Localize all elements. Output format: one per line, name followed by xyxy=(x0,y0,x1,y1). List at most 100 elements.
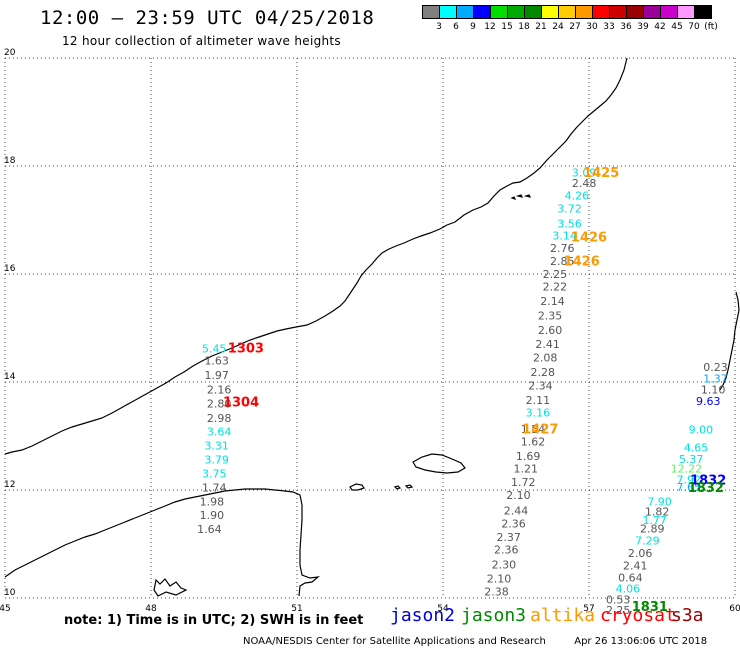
east-coast-fragment xyxy=(719,291,740,391)
satellite-legend-jason3: jason3 xyxy=(461,605,527,626)
wave-height-value: 1.54 xyxy=(521,423,546,436)
latitude-tick-label: 12 xyxy=(4,480,15,490)
wave-height-value: 2.36 xyxy=(501,517,526,530)
wave-height-value: 2.06 xyxy=(628,547,653,560)
wave-height-value: 2.76 xyxy=(550,242,575,255)
colorbar-label: 45 xyxy=(671,22,683,32)
colorbar-label: 42 xyxy=(654,22,666,32)
wave-height-value: 5.45 xyxy=(202,342,227,355)
somalia-coastline xyxy=(4,488,320,597)
wave-height-value: 7.90 xyxy=(647,496,672,509)
wave-height-value: 2.34 xyxy=(528,380,553,393)
latitude-tick-label: 16 xyxy=(4,264,16,274)
wave-height-value: 2.08 xyxy=(533,351,558,364)
longitude-tick-label: 57 xyxy=(583,604,594,614)
wave-height-value: 2.80 xyxy=(207,397,232,410)
wave-height-value: 2.10 xyxy=(506,489,531,502)
grid-lines xyxy=(4,57,736,599)
wave-height-value: 1.62 xyxy=(521,436,546,449)
wave-height-value: 3.64 xyxy=(207,425,232,438)
colorbar-label: 70 xyxy=(688,22,700,32)
colorbar-label: 15 xyxy=(501,22,513,32)
wave-height-value: 1.21 xyxy=(513,463,538,476)
longitude-tick-label: 51 xyxy=(291,604,302,614)
coast-islets xyxy=(510,194,532,201)
satellite-legend-jason2: jason2 xyxy=(390,605,456,626)
credit-text: NOAA/NESDIS Center for Satellite Applica… xyxy=(243,636,546,647)
wave-height-value: 2.38 xyxy=(484,585,509,598)
wave-height-value: 2.10 xyxy=(487,572,512,585)
wave-height-value: 1.90 xyxy=(200,509,225,522)
wave-height-value: 2.11 xyxy=(526,394,551,407)
socotra-island xyxy=(412,453,466,474)
latitude-tick-label: 20 xyxy=(4,48,16,58)
footer-timestamp: Apr 26 13:06:06 UTC 2018 xyxy=(574,636,708,647)
wave-height-value: 7.29 xyxy=(635,535,660,548)
coastal-feature xyxy=(153,578,188,597)
wave-height-value: 3.14 xyxy=(552,229,577,242)
colorbar-label: 3 xyxy=(436,22,442,32)
wave-height-value: 2.48 xyxy=(572,177,597,190)
wave-height-value: 2.41 xyxy=(623,559,648,572)
wave-height-value: 2.14 xyxy=(540,295,565,308)
longitude-tick-label: 60 xyxy=(729,604,740,614)
wave-height-value: 2.98 xyxy=(207,412,232,425)
wave-height-value: 2.89 xyxy=(640,523,665,536)
wave-height-value: 2.41 xyxy=(535,338,560,351)
wave-height-value: 2.25 xyxy=(543,268,568,281)
colorbar-label: 24 xyxy=(552,22,564,32)
pass-time-label: 1831 xyxy=(632,600,668,615)
wave-height-value: 2.36 xyxy=(494,544,519,557)
wave-height-value: 0.53 xyxy=(606,593,631,606)
colorbar-label: 39 xyxy=(637,22,649,32)
colorbar-label: 9 xyxy=(470,22,476,32)
wave-height-value: 2.28 xyxy=(531,366,556,379)
pass-time-label: 1304 xyxy=(223,395,259,410)
colorbar-label: (ft) xyxy=(704,22,718,32)
wave-height-value: 2.30 xyxy=(492,558,517,571)
wave-height-value: 7.92 xyxy=(677,474,702,487)
colorbar-label: 36 xyxy=(620,22,632,32)
wave-height-value: 2.85 xyxy=(550,255,575,268)
wave-height-value: 0.23 xyxy=(703,361,728,374)
wave-height-value: 1.63 xyxy=(204,355,229,368)
wave-height-value: 3.09 xyxy=(572,166,597,179)
satellite-legend-altika: altika xyxy=(530,605,596,626)
pass-time-label: 1832 xyxy=(690,474,726,489)
wave-height-value: 12.22 xyxy=(671,463,703,476)
wave-height-value: 1.77 xyxy=(642,514,667,527)
pass-time-label: 1832 xyxy=(688,481,724,496)
wave-height-value: 1.69 xyxy=(516,450,541,463)
wave-height-value: 1.64 xyxy=(197,523,222,536)
wave-height-value: 1.72 xyxy=(511,476,536,489)
wave-height-value: 2.35 xyxy=(538,309,563,322)
colorbar-swatch xyxy=(694,5,712,19)
wave-height-value: 1.10 xyxy=(701,383,726,396)
arabian-coastline xyxy=(4,57,628,455)
pass-time-label: 1425 xyxy=(583,166,619,181)
colorbar-label: 27 xyxy=(569,22,581,32)
wave-height-value: 5.37 xyxy=(679,453,704,466)
pass-time-label: 1427 xyxy=(522,422,558,437)
colorbar-label: 30 xyxy=(586,22,598,32)
latitude-tick-label: 10 xyxy=(4,588,16,598)
small-islands xyxy=(393,484,414,490)
longitude-tick-label: 48 xyxy=(145,604,157,614)
map-title: 12:00 – 23:59 UTC 04/25/2018 xyxy=(40,7,375,29)
abd-al-kuri-island xyxy=(349,483,365,491)
wave-height-value: 9.63 xyxy=(696,395,721,408)
wave-height-value: 0.64 xyxy=(618,571,643,584)
wave-height-value: 3.79 xyxy=(204,454,229,467)
wave-height-value: 3.31 xyxy=(204,440,229,453)
wave-height-value: 4.26 xyxy=(565,189,590,202)
longitude-tick-label: 54 xyxy=(437,604,449,614)
footer-credit: NOAA/NESDIS Center for Satellite Applica… xyxy=(243,636,707,647)
wave-height-value: 9.00 xyxy=(689,423,714,436)
wave-height-value: 7.65 xyxy=(677,481,702,494)
latitude-tick-label: 14 xyxy=(4,372,16,382)
wave-height-value: 3.75 xyxy=(202,468,227,481)
latitude-tick-label: 18 xyxy=(4,156,16,166)
footer-note: note: 1) Time is in UTC; 2) SWH is in fe… xyxy=(64,613,364,628)
